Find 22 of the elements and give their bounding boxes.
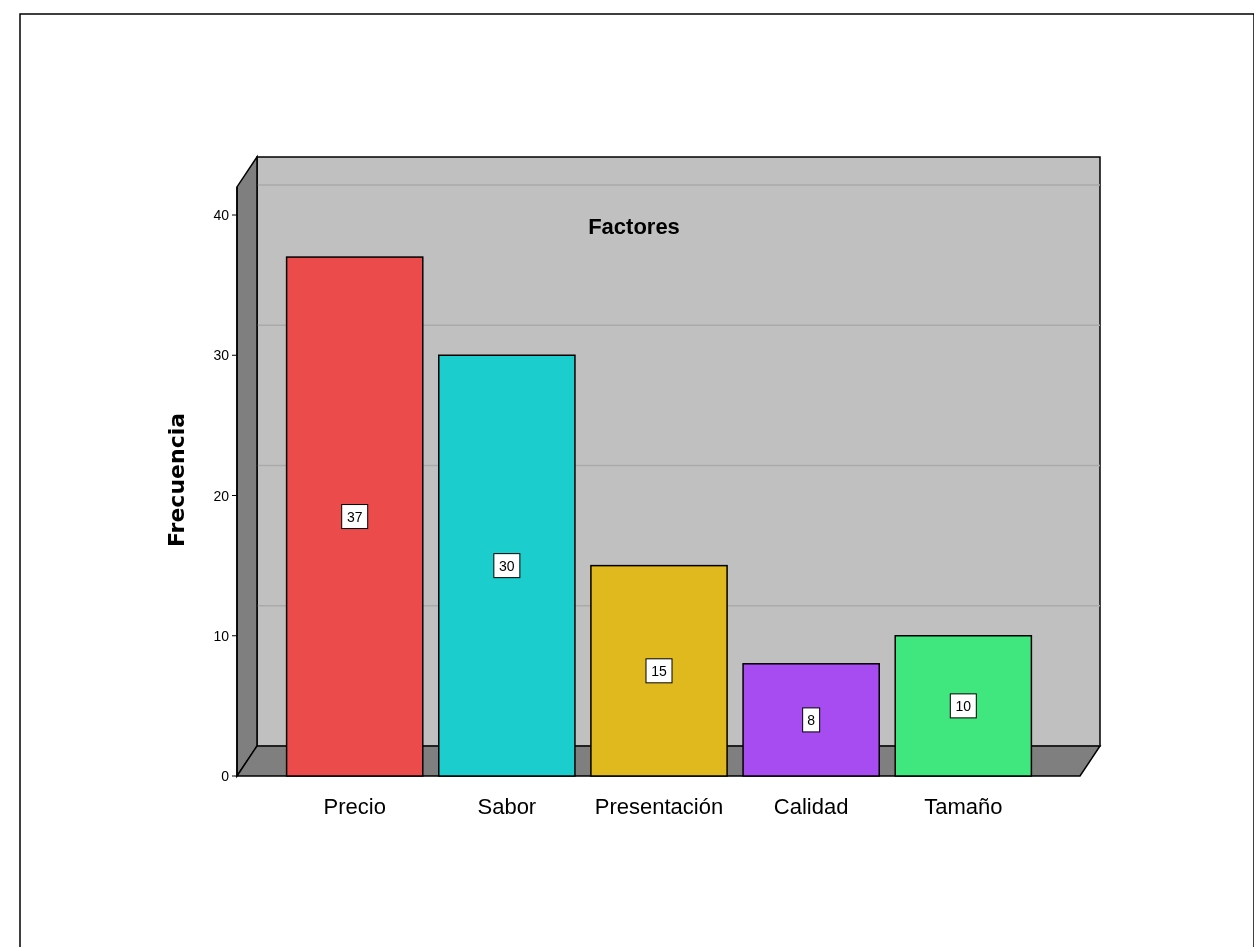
text: Factores [588,214,680,239]
data-label: 37 [346,508,363,525]
bar [590,564,728,777]
bar [438,354,576,777]
y-tick-label: 0 [221,768,230,784]
data-label: 10 [955,697,972,714]
data-label: 15 [651,662,667,679]
bar [894,635,1033,777]
bar [742,663,880,777]
bar [285,256,424,777]
x-tick-label: Calidad [773,794,849,819]
x-tick-label: Precio [323,794,386,819]
y-tick-label: 40 [213,207,230,223]
y-tick-label: 20 [213,487,230,504]
data-label: 8 [807,711,816,728]
y-tick-label: 30 [213,347,230,364]
x-tick-label: Presentación [594,794,724,819]
x-tick-label: Tamaño [924,794,1003,819]
data-label: 30 [499,557,515,574]
y-axis-title: Frecuencia [164,412,189,548]
y-tick-label: 10 [213,627,230,644]
x-tick-label: Sabor [477,794,537,819]
